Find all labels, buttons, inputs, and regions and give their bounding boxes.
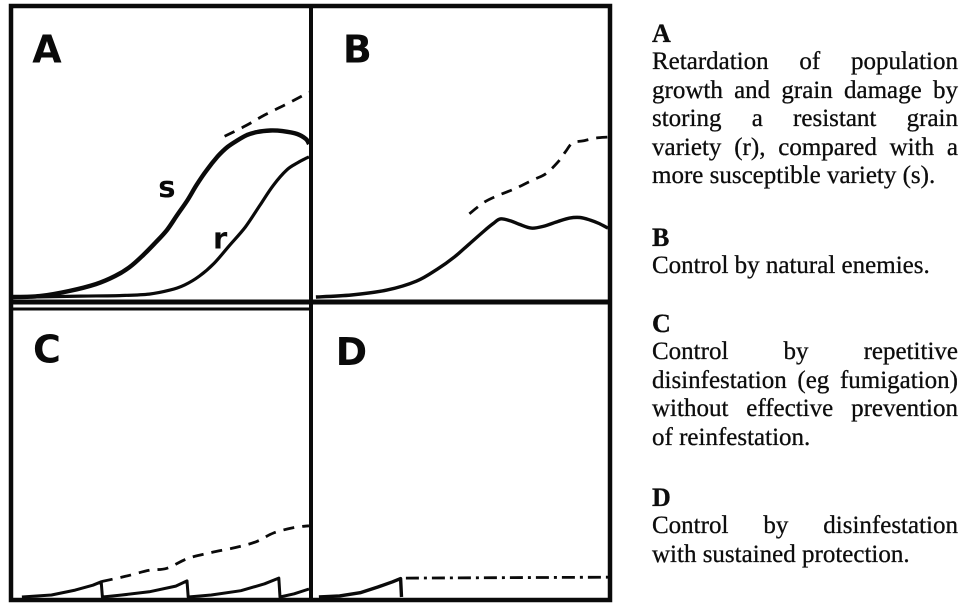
panel-letter-b: B	[343, 27, 372, 71]
panel-c: C	[21, 327, 310, 599]
four-panel-growth-figure: As r B C D	[8, 3, 613, 603]
caption-line: Retardation of population	[652, 48, 958, 76]
caption-label: D	[652, 483, 671, 512]
caption-line: Control by repetitive	[652, 338, 958, 366]
caption-line: of reinfestation.	[652, 423, 811, 451]
caption-c: C Control by repetitive disinfestation (eg…	[652, 309, 958, 452]
caption-label: C	[652, 309, 671, 338]
caption-line: disinfestation (eg fumigation)	[652, 366, 958, 394]
curve-label-s: s	[158, 170, 175, 204]
curve-label-r: r	[213, 222, 228, 256]
caption-a: A Retardation of population growth and gra…	[652, 19, 958, 190]
curve-c-rising-dashed-damage-curve	[101, 524, 310, 583]
caption-line: with sustained protection.	[652, 540, 910, 568]
panel-letter-c: C	[33, 327, 61, 371]
panel-a: As r	[12, 27, 311, 300]
curve-d-flat-dash-dot-line-after-sustained-protection	[405, 575, 609, 580]
panel-b: B	[315, 27, 609, 299]
caption-b: B Control by natural enemies.	[652, 223, 958, 281]
caption-line: without effective prevention	[652, 395, 958, 423]
caption-d: D Control by disinfestation with sustained…	[652, 483, 958, 569]
caption-line: Control by natural enemies.	[652, 252, 930, 280]
curve-d-population-until-disinfestation-solid	[318, 576, 404, 599]
caption-line: storing a resistant grain	[652, 105, 958, 133]
curve-c-population-sawtooth-with-repeated-disinfestation-solid	[21, 576, 310, 599]
caption-line: variety (r), compared with a	[652, 133, 958, 161]
curve-b-population-with-natural-enemies-solid	[315, 215, 609, 299]
figure-caption-column: A Retardation of population growth and gra…	[652, 0, 958, 610]
panel-d: D	[318, 330, 609, 599]
caption-line: Control by disinfestation	[652, 512, 958, 540]
curve-a-s-susceptible-variety	[12, 128, 311, 300]
caption-label: B	[652, 223, 670, 252]
panel-letter-d: D	[336, 330, 368, 374]
curve-b-uncontrolled-dashed-continuation	[468, 135, 609, 215]
curve-a-r-resistant-variety	[30, 155, 310, 299]
curve-a-s-dashed-continuation	[223, 90, 310, 138]
panel-letter-a: A	[32, 27, 62, 71]
caption-line: growth and grain damage by	[652, 76, 958, 104]
caption-line: more susceptible variety (s).	[652, 162, 936, 190]
caption-label: A	[652, 19, 671, 48]
